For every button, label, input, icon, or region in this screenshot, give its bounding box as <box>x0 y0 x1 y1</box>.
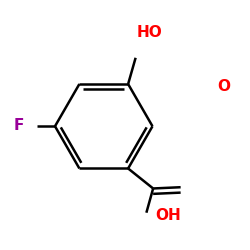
Text: F: F <box>14 118 24 132</box>
Text: OH: OH <box>155 208 181 222</box>
Text: O: O <box>218 79 230 94</box>
Text: HO: HO <box>137 25 163 40</box>
